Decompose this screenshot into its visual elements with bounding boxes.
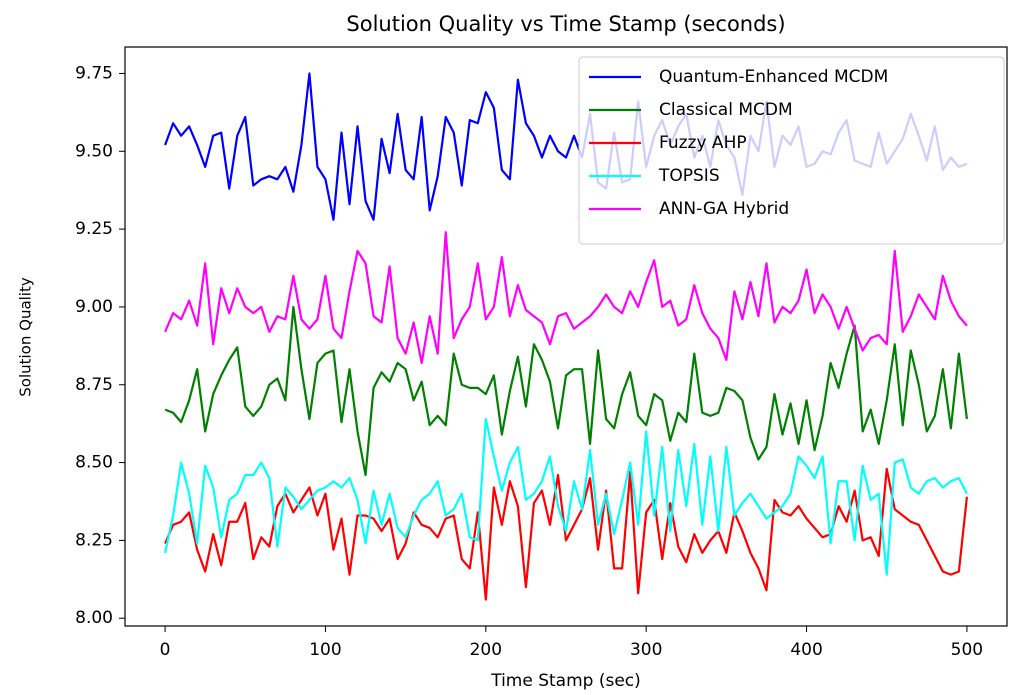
y-tick-label: 9.00 <box>75 297 113 317</box>
x-tick-label: 400 <box>790 640 822 660</box>
y-tick-label: 9.50 <box>75 141 113 161</box>
y-tick-label: 8.75 <box>75 375 113 395</box>
x-tick-label: 200 <box>470 640 502 660</box>
y-tick-label: 8.25 <box>75 530 113 550</box>
series-line <box>164 417 968 576</box>
x-tick-label: 100 <box>309 640 341 660</box>
legend-label: Quantum-Enhanced MCDM <box>659 67 888 87</box>
legend-label: Classical MCDM <box>659 100 793 120</box>
y-tick-label: 9.25 <box>75 219 113 239</box>
legend-label: TOPSIS <box>658 166 720 186</box>
y-tick-label: 9.75 <box>75 63 113 83</box>
series-line <box>164 305 969 477</box>
legend-label: ANN-GA Hybrid <box>659 199 789 219</box>
x-axis-label: Time Stamp (sec) <box>490 671 641 691</box>
chart-title: Solution Quality vs Time Stamp (seconds) <box>346 12 785 36</box>
x-tick-label: 500 <box>951 640 983 660</box>
legend-box <box>578 56 1005 245</box>
series-line <box>164 231 968 365</box>
y-tick-label: 8.00 <box>75 608 113 628</box>
legend-label: Fuzzy AHP <box>659 133 747 153</box>
plot-frame <box>124 46 1008 627</box>
x-tick-label: 0 <box>160 640 171 660</box>
y-axis-label: Solution Quality <box>17 277 35 397</box>
x-tick-label: 300 <box>630 640 662 660</box>
y-tick-label: 8.50 <box>75 453 113 473</box>
